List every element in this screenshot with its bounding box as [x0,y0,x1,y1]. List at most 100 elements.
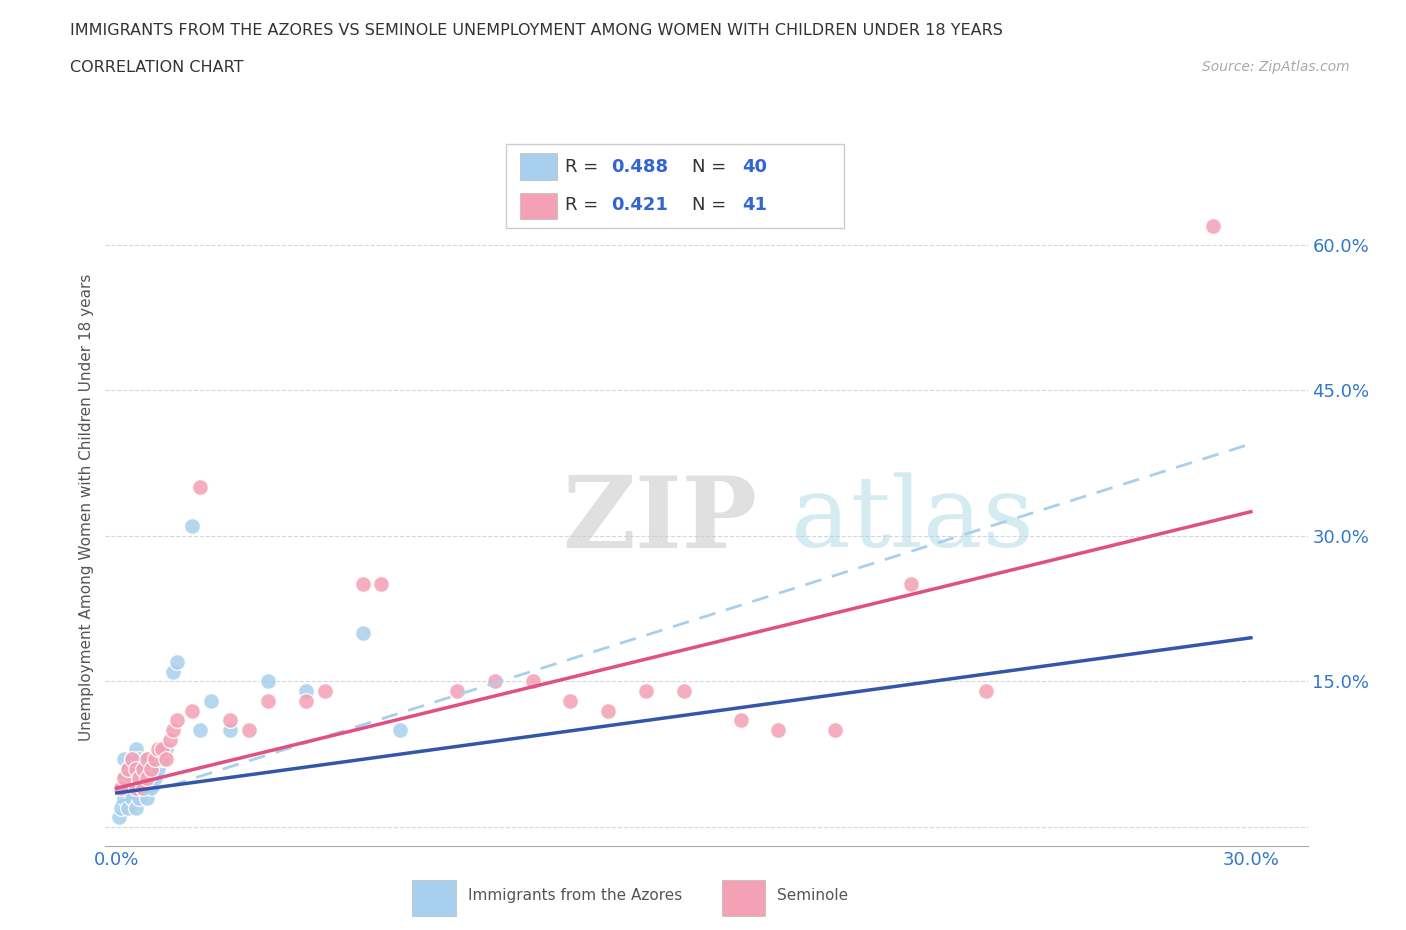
Point [730,712,752,727]
Text: Seminole: Seminole [778,887,848,903]
Point [125,780,148,795]
Point [139,762,162,777]
Point [143,771,166,786]
Point [155,751,177,766]
Text: 40: 40 [742,158,768,176]
Point [128,751,150,766]
Text: 0.421: 0.421 [610,196,668,214]
Point [136,771,159,786]
Point [352,577,374,591]
Point [110,800,132,815]
Point [139,762,162,777]
Point [117,780,139,795]
Point [125,762,148,777]
Point [522,674,544,689]
Point [128,771,150,786]
Point [446,684,468,698]
Point [824,723,846,737]
Point [257,694,280,709]
Point [219,712,242,727]
Point [121,790,143,805]
Point [181,519,204,534]
Text: R =: R = [565,196,599,214]
Point [166,712,188,727]
Point [257,674,280,689]
Point [110,780,132,795]
Text: IMMIGRANTS FROM THE AZORES VS SEMINOLE UNEMPLOYMENT AMONG WOMEN WITH CHILDREN UN: IMMIGRANTS FROM THE AZORES VS SEMINOLE U… [70,23,1002,38]
Point [370,577,392,591]
Point [136,790,159,805]
Point [110,780,132,795]
Text: atlas: atlas [790,472,1033,568]
Text: N =: N = [692,196,725,214]
Text: R =: R = [565,158,599,176]
Point [132,780,155,795]
Point [200,694,222,709]
Point [634,684,657,698]
Text: Immigrants from the Azores: Immigrants from the Azores [468,887,682,903]
Point [768,723,790,737]
Point [159,732,181,747]
Point [112,751,135,766]
Point [139,780,162,795]
Text: ZIP: ZIP [562,472,758,569]
Point [974,684,997,698]
Text: 0.488: 0.488 [610,158,668,176]
Point [136,751,159,766]
Y-axis label: Unemployment Among Women with Children Under 18 years: Unemployment Among Women with Children U… [79,273,94,740]
Point [162,664,184,679]
Point [107,810,129,825]
Point [389,723,412,737]
Point [132,762,155,777]
Point [143,751,166,766]
Point [181,703,204,718]
Point [117,762,139,777]
Point [117,762,139,777]
Point [900,577,922,591]
Point [150,742,173,757]
Point [148,742,170,757]
Point [294,694,316,709]
Point [117,800,139,815]
Point [155,742,177,757]
FancyBboxPatch shape [506,144,844,228]
Point [121,771,143,786]
Point [125,742,148,757]
Text: 41: 41 [742,196,768,214]
Point [352,626,374,641]
Point [219,723,242,737]
Bar [721,880,765,916]
Point [672,684,695,698]
Point [125,780,148,795]
Point [1202,219,1225,233]
Point [188,723,211,737]
Point [121,751,143,766]
Point [162,723,184,737]
Text: N =: N = [692,158,725,176]
Point [136,751,159,766]
Text: CORRELATION CHART: CORRELATION CHART [70,60,243,75]
Point [128,771,150,786]
Point [188,480,211,495]
Text: Source: ZipAtlas.com: Source: ZipAtlas.com [1202,60,1350,74]
Point [238,723,260,737]
Point [125,800,148,815]
Point [166,655,188,670]
Point [484,674,506,689]
Point [132,762,155,777]
Point [148,762,170,777]
Point [112,771,135,786]
Point [136,771,159,786]
Point [560,694,582,709]
Point [314,684,336,698]
Point [294,684,316,698]
Bar [520,193,557,219]
Point [112,790,135,805]
Point [121,751,143,766]
Point [150,751,173,766]
Point [132,780,155,795]
Bar [520,153,557,180]
Point [128,790,150,805]
Point [125,762,148,777]
Point [598,703,620,718]
